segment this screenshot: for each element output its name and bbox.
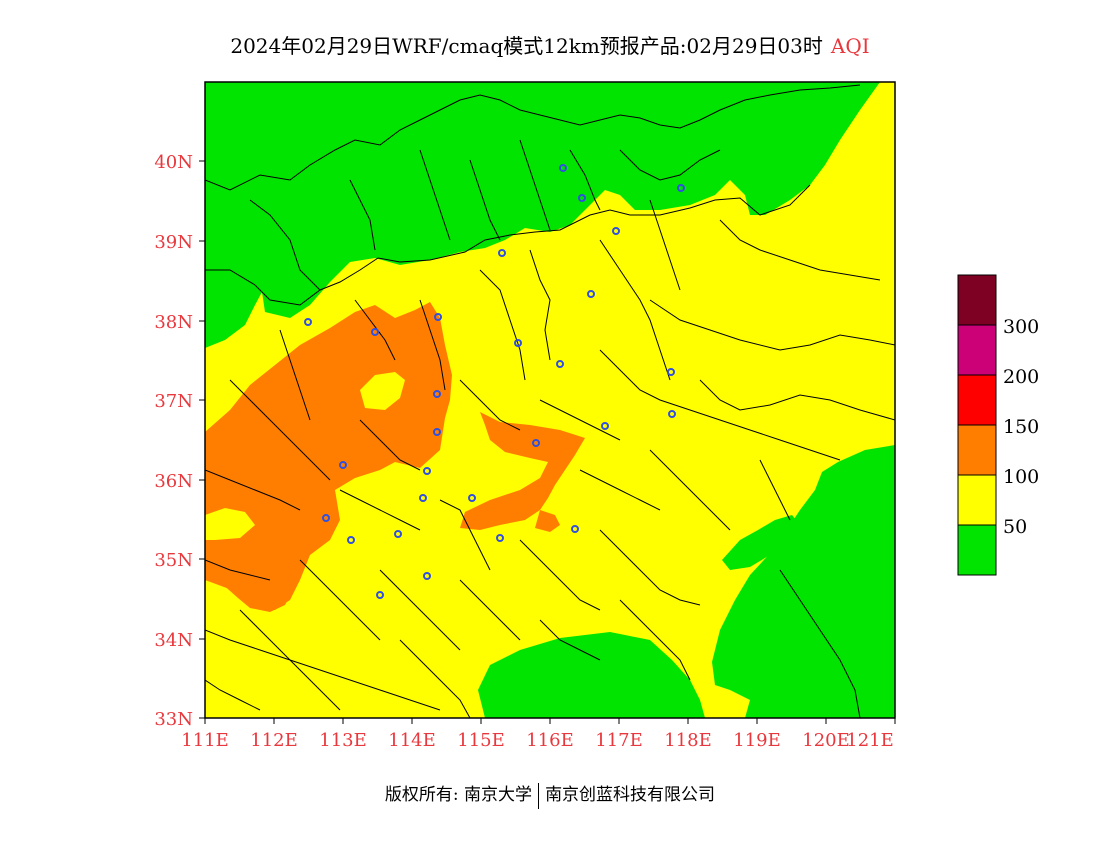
boundary-lines (205, 84, 895, 718)
x-tick-label: 111E (181, 730, 229, 751)
x-tick-label: 118E (664, 730, 712, 751)
x-tick-label: 119E (733, 730, 781, 751)
colorbar-usg (957, 424, 997, 476)
aqi-zone-good-north (205, 82, 880, 348)
colorbar-moderate (957, 474, 997, 526)
colorbar-label: 50 (1003, 516, 1027, 538)
x-tick-label: 120E (802, 730, 850, 751)
aqi-zone-usg-east-south (535, 510, 560, 532)
aqi-zone-good-coast (722, 515, 800, 570)
x-tick-label: 113E (319, 730, 367, 751)
y-tick-label: 36N (154, 471, 193, 492)
x-tick-label: 112E (250, 730, 298, 751)
colorbar-hazardous (957, 274, 997, 326)
footer-separator (538, 782, 540, 809)
aqi-zone-moderate-hole-1 (360, 372, 405, 410)
copyright-company: 南京创蓝科技有限公司 (545, 785, 716, 805)
aqi-map-area (205, 82, 895, 718)
aqi-colorbar: 300 200 150 100 50 (957, 274, 1039, 576)
colorbar-label: 150 (1003, 416, 1039, 438)
y-tick-label: 34N (154, 630, 193, 651)
aqi-zone-good-southeast (712, 445, 895, 718)
copyright-footer: 版权所有: 南京大学 南京创蓝科技有限公司 (0, 780, 1100, 809)
y-axis (199, 160, 205, 719)
y-tick-label: 37N (154, 391, 193, 412)
x-axis (204, 718, 896, 724)
copyright-owner: 版权所有: 南京大学 (384, 785, 533, 805)
title-product: AQI (830, 34, 870, 58)
x-tick-label: 114E (388, 730, 436, 751)
colorbar-label: 300 (1003, 316, 1039, 338)
colorbar-label: 200 (1003, 366, 1039, 388)
aqi-zone-moderate-hole-2 (205, 508, 255, 540)
x-tick-labels: 111E 112E 113E 114E 115E 116E 117E 118E … (181, 730, 894, 751)
colorbar-good (957, 524, 997, 576)
city-markers (304, 164, 685, 599)
y-tick-label: 40N (154, 152, 193, 173)
y-tick-label: 35N (154, 550, 193, 571)
x-tick-label: 117E (595, 730, 643, 751)
title-main: 2024年02月29日WRF/cmaq模式12km预报产品:02月29日03时 (230, 34, 823, 58)
y-tick-labels: 40N 39N 38N 37N 36N 35N 34N 33N (154, 152, 193, 730)
y-tick-label: 38N (154, 312, 193, 333)
y-tick-label: 39N (154, 232, 193, 253)
aqi-zone-usg-southwest (205, 545, 305, 612)
x-tick-label: 116E (526, 730, 574, 751)
y-tick-label: 33N (154, 709, 193, 730)
colorbar-very-unhealthy (957, 324, 997, 376)
x-tick-label: 121E (846, 730, 894, 751)
map-title: 2024年02月29日WRF/cmaq模式12km预报产品:02月29日03时 A… (0, 30, 1100, 59)
colorbar-unhealthy (957, 374, 997, 426)
aqi-zone-usg-east (460, 412, 585, 530)
x-tick-label: 115E (457, 730, 505, 751)
aqi-zone-good-south (478, 632, 705, 718)
colorbar-label: 100 (1003, 466, 1039, 488)
